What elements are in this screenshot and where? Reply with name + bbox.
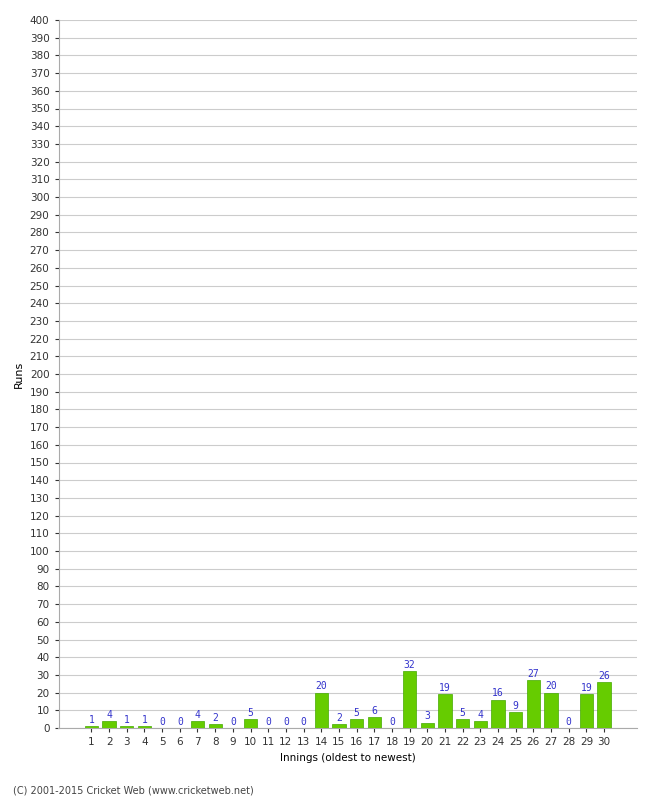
Bar (438, 694, 452, 728)
X-axis label: Innings (oldest to newest): Innings (oldest to newest) (280, 753, 415, 762)
Text: 19: 19 (439, 683, 451, 693)
Text: 20: 20 (315, 681, 327, 691)
Bar (456, 719, 469, 728)
Text: 5: 5 (460, 708, 465, 718)
Y-axis label: Runs: Runs (14, 360, 24, 388)
Text: 27: 27 (528, 669, 540, 678)
Text: 2: 2 (336, 713, 342, 723)
Text: 0: 0 (300, 717, 307, 726)
Bar (545, 693, 558, 728)
Bar (597, 682, 611, 728)
Bar (244, 719, 257, 728)
Bar (350, 719, 363, 728)
Bar (474, 721, 487, 728)
Bar (120, 726, 133, 728)
Bar (580, 694, 593, 728)
Text: 4: 4 (106, 710, 112, 719)
Text: 0: 0 (389, 717, 395, 726)
Text: 2: 2 (213, 713, 218, 723)
Bar (509, 712, 523, 728)
Bar (368, 718, 381, 728)
Text: 4: 4 (477, 710, 483, 719)
Text: 5: 5 (248, 708, 254, 718)
Text: 20: 20 (545, 681, 557, 691)
Bar (403, 671, 416, 728)
Text: 0: 0 (265, 717, 271, 726)
Text: (C) 2001-2015 Cricket Web (www.cricketweb.net): (C) 2001-2015 Cricket Web (www.cricketwe… (13, 786, 254, 795)
Bar (84, 726, 98, 728)
Bar (332, 725, 346, 728)
Text: 5: 5 (354, 708, 359, 718)
Text: 9: 9 (513, 701, 519, 710)
Text: 4: 4 (194, 710, 200, 719)
Text: 19: 19 (580, 683, 592, 693)
Bar (138, 726, 151, 728)
Text: 1: 1 (142, 715, 148, 725)
Bar (421, 722, 434, 728)
Text: 16: 16 (492, 688, 504, 698)
Text: 0: 0 (283, 717, 289, 726)
Text: 0: 0 (566, 717, 571, 726)
Bar (491, 700, 504, 728)
Bar (191, 721, 204, 728)
Text: 1: 1 (88, 715, 94, 725)
Text: 32: 32 (404, 660, 415, 670)
Text: 3: 3 (424, 711, 430, 722)
Text: 26: 26 (598, 670, 610, 681)
Bar (526, 680, 540, 728)
Text: 0: 0 (230, 717, 236, 726)
Text: 0: 0 (159, 717, 165, 726)
Text: 6: 6 (371, 706, 377, 716)
Bar (103, 721, 116, 728)
Bar (209, 725, 222, 728)
Text: 1: 1 (124, 715, 130, 725)
Bar (315, 693, 328, 728)
Text: 0: 0 (177, 717, 183, 726)
